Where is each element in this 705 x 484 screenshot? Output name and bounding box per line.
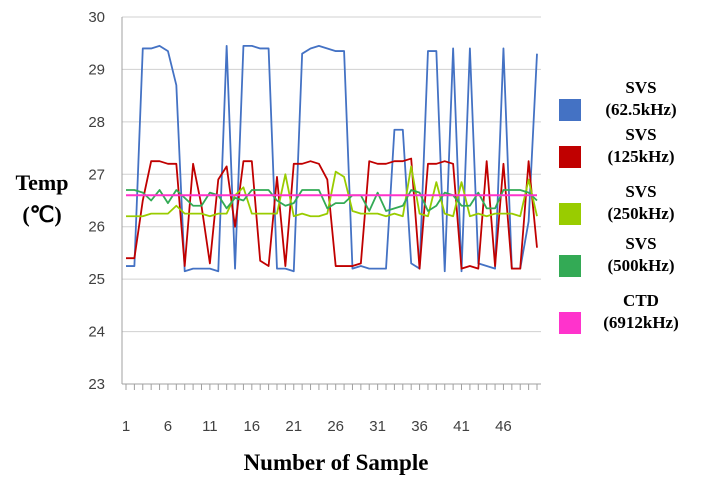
series-line-3 [126,165,538,218]
legend-swatch-1 [559,99,581,121]
legend-label-4-line1: SVS [625,234,656,253]
y-tick-label: 28 [88,114,105,131]
x-tick-label: 21 [285,418,302,435]
x-tick-label: 36 [411,418,428,435]
legend-label-1-line1: SVS [625,78,656,97]
gridlines [122,16,541,333]
x-tick-label: 11 [202,418,218,435]
y-axis-title-line1: Temp [16,170,69,195]
legend-label-3-line1: SVS [625,182,656,201]
y-axis-title-line2: (℃) [22,202,61,227]
legend-label-3-line2: (250kHz) [607,204,674,223]
x-tick-label: 16 [243,418,260,435]
legend-swatch-5 [559,312,581,334]
legend-label-4-line2: (500kHz) [607,256,674,275]
x-axis-title: Number of Sample [244,450,429,475]
series-line-1 [126,44,538,273]
series-line-4 [126,189,538,212]
legend-label-1-line2: (62.5kHz) [605,100,676,119]
x-tick-label: 6 [164,418,172,435]
legend-swatch-4 [559,255,581,277]
series-line-2 [126,157,538,270]
x-tick-label: 41 [453,418,470,435]
axes [121,17,541,390]
legend: SVS (62.5kHz) SVS (125kHz) SVS (250kHz) SVS (50… [559,78,679,334]
y-tick-label: 26 [88,219,105,236]
x-tick-label: 1 [122,418,130,435]
x-tick-label: 46 [495,418,512,435]
y-tick-label: 25 [88,271,105,288]
x-tick-label: 26 [327,418,344,435]
legend-swatch-3 [559,203,581,225]
y-tick-label: 23 [88,376,105,393]
x-tick-label: 31 [369,418,386,435]
legend-label-5-line2: (6912kHz) [603,313,679,332]
data-series [126,44,538,273]
legend-label-2-line2: (125kHz) [607,147,674,166]
y-tick-label: 30 [88,9,105,26]
y-tick-label: 29 [88,61,105,78]
y-tick-label: 24 [88,324,105,341]
legend-swatch-2 [559,146,581,168]
y-tick-label: 27 [88,166,105,183]
legend-label-5-line1: CTD [623,291,659,310]
legend-label-2-line1: SVS [625,125,656,144]
